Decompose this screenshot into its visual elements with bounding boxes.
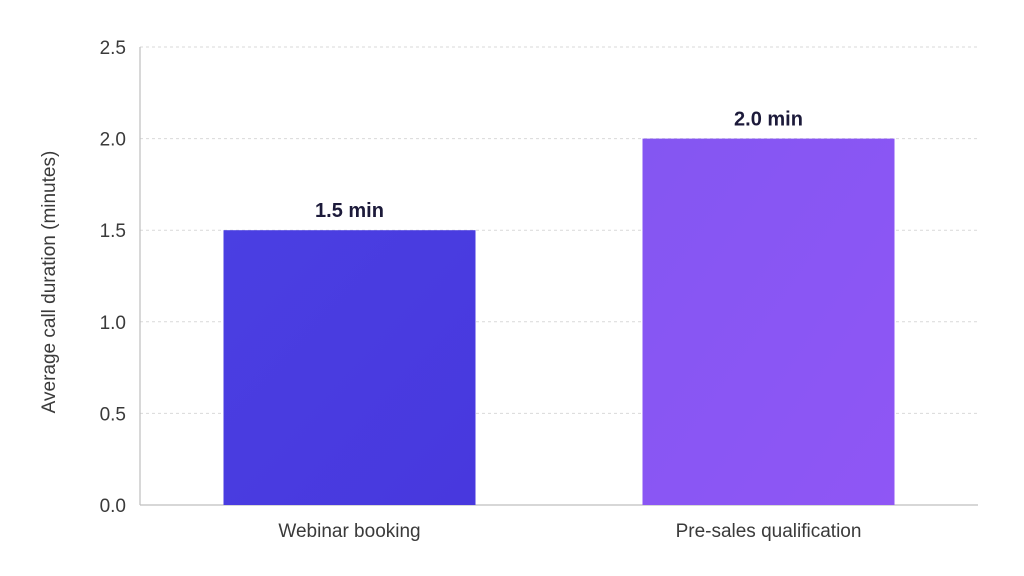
y-tick-label: 2.5	[100, 38, 126, 59]
y-tick-label: 1.0	[100, 313, 126, 334]
x-category-label: Pre-sales qualification	[676, 521, 862, 542]
labels: 0.0 0.5 1.0 1.5 2.0 2.5 Webinar booking 1.5 min…	[100, 38, 862, 542]
y-axis-title: Average call duration (minutes)	[39, 151, 60, 414]
bar-value-label: 1.5 min	[315, 200, 384, 222]
bar-1	[642, 138, 895, 505]
y-tick-label: 1.5	[100, 221, 126, 242]
bar-0	[223, 230, 476, 505]
y-tick-label: 0.0	[100, 496, 126, 517]
x-category-label: Webinar booking	[278, 521, 420, 542]
y-tick-label: 0.5	[100, 404, 126, 425]
bars	[223, 138, 895, 505]
y-tick-label: 2.0	[100, 130, 126, 151]
bar-value-label: 2.0 min	[734, 109, 803, 131]
